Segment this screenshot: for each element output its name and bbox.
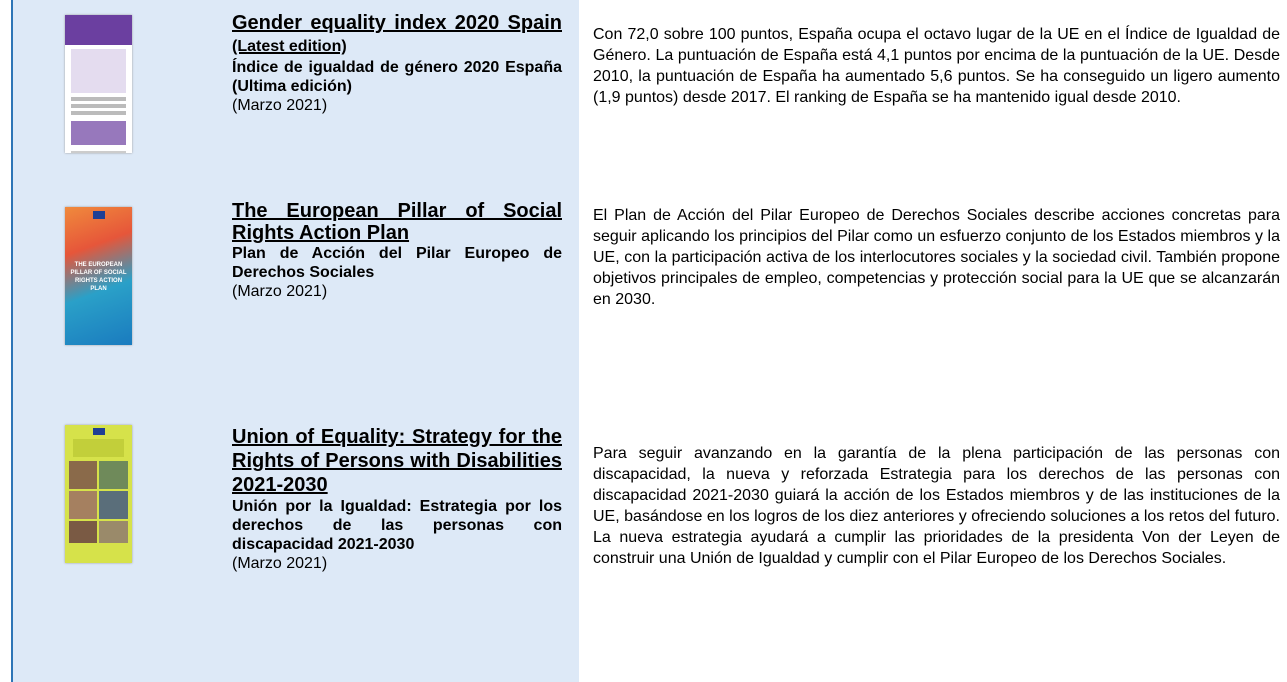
title-block: The European Pillar of Social Rights Act…	[232, 200, 562, 301]
subtitle: Plan de Acción del Pilar Europeo de Dere…	[232, 245, 562, 281]
date: (Marzo 2021)	[232, 97, 328, 114]
title[interactable]: Union of Equality: Strategy for the Righ…	[232, 426, 562, 496]
cover-text: THE EUROPEAN PILLAR OF SOCIAL RIGHTS ACT…	[70, 262, 127, 292]
description: El Plan de Acción del Pilar Europeo de D…	[593, 207, 1280, 308]
date: (Marzo 2021)	[232, 283, 328, 300]
title-block: Gender equality index 2020 Spain (Latest…	[232, 12, 562, 115]
date: (Marzo 2021)	[232, 555, 328, 572]
subtitle: Unión por la Igualdad: Estrategia por lo…	[232, 498, 562, 553]
title[interactable]: Gender equality index 2020 Spain (Latest…	[232, 12, 562, 58]
description: Para seguir avanzando en la garantía de …	[593, 445, 1280, 567]
subtitle: Índice de igualdad de género 2020 España…	[232, 59, 562, 95]
title[interactable]: The European Pillar of Social Rights Act…	[232, 200, 562, 244]
cover-image: THE EUROPEAN PILLAR OF SOCIAL RIGHTS ACT…	[65, 207, 132, 345]
cover-image	[65, 15, 132, 153]
edition[interactable]: (Latest edition)	[232, 38, 347, 55]
row: Gender equality index 2020 Spain (Latest…	[0, 0, 1287, 190]
title-block: Union of Equality: Strategy for the Righ…	[232, 425, 562, 573]
description: Con 72,0 sobre 100 puntos, España ocupa …	[593, 26, 1280, 106]
title-text[interactable]: Gender equality index 2020 Spain	[232, 12, 562, 34]
row: THE EUROPEAN PILLAR OF SOCIAL RIGHTS ACT…	[0, 190, 1287, 395]
cover-image	[65, 425, 132, 563]
row: Union of Equality: Strategy for the Righ…	[0, 395, 1287, 682]
table-border	[11, 0, 13, 682]
